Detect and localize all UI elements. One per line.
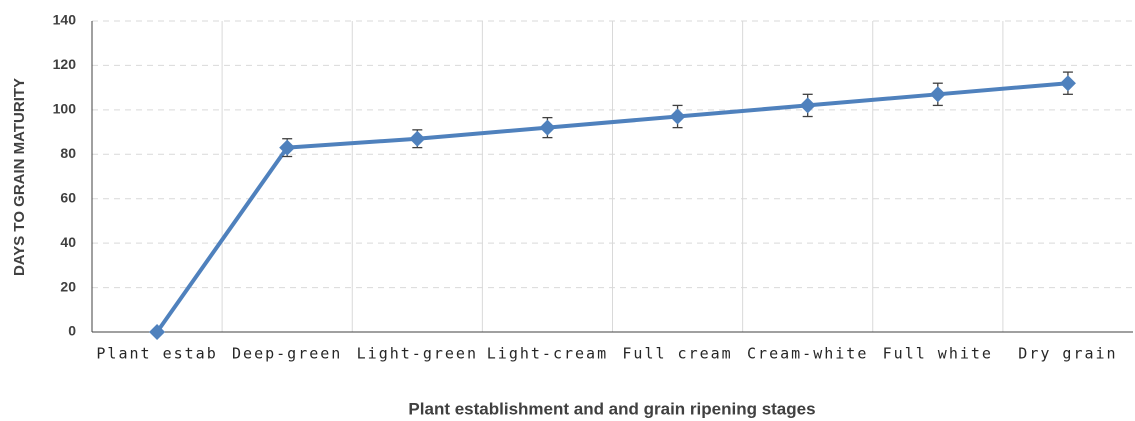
x-tick-label: Full white [883, 345, 993, 363]
x-tick-label: Dry grain [1018, 345, 1117, 363]
marker [409, 130, 426, 147]
x-axis-title: Plant establishment and and grain ripeni… [408, 399, 815, 418]
y-axis-title: DAYS TO GRAIN MATURITY [11, 78, 28, 276]
y-tick-label: 20 [60, 278, 76, 294]
marker [929, 86, 946, 103]
y-tick-label: 40 [60, 234, 76, 250]
y-tick-label: 80 [60, 145, 76, 161]
x-tick-label: Light-green [357, 345, 478, 363]
x-tick-label: Cream-white [747, 345, 868, 363]
marker [149, 324, 166, 340]
marker [1059, 75, 1076, 92]
y-tick-label: 140 [53, 12, 77, 28]
x-tick-label: Plant estab [96, 345, 217, 363]
marker [539, 119, 556, 136]
marker [279, 139, 296, 156]
x-tick-label: Light-cream [487, 345, 608, 363]
y-tick-label: 100 [53, 101, 77, 117]
x-tick-label: Full cream [622, 345, 732, 363]
line [155, 81, 1069, 334]
marker [799, 97, 816, 114]
x-tick-label: Deep-green [232, 345, 342, 363]
y-tick-label: 120 [53, 56, 77, 72]
y-tick-label: 60 [60, 189, 76, 205]
marker [669, 108, 686, 125]
y-tick-label: 0 [68, 323, 76, 339]
